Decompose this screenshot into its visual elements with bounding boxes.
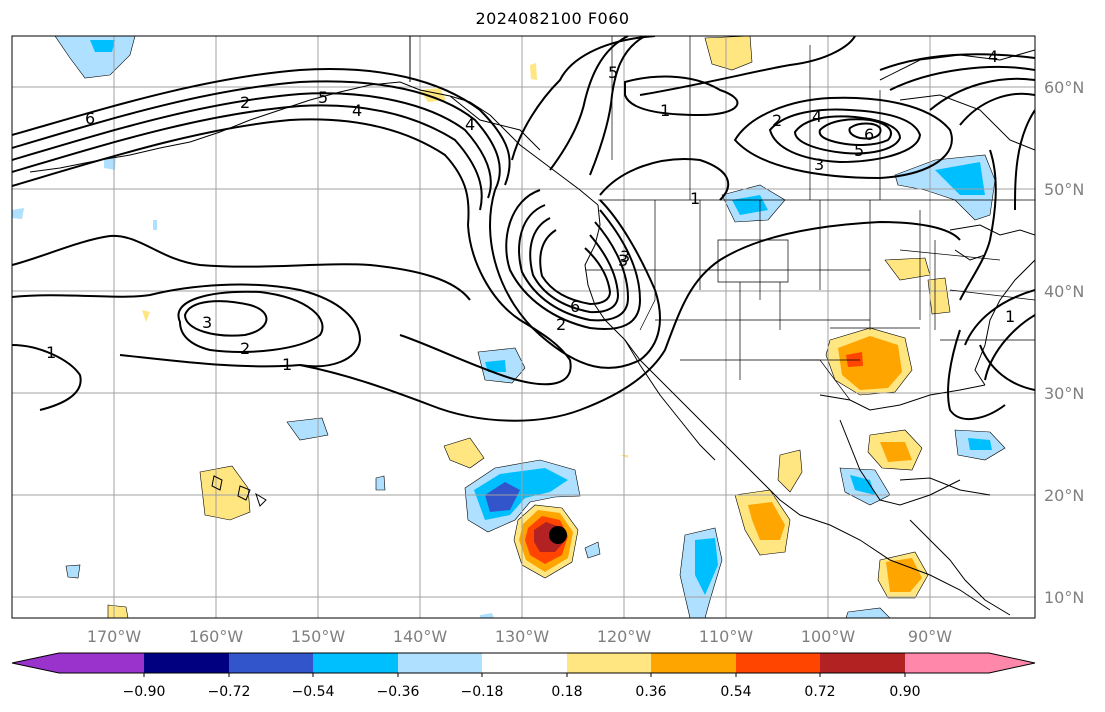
latitude-labels: 60°N 50°N 40°N 30°N 20°N 10°N — [1044, 78, 1084, 607]
contour-label: 5 — [318, 88, 328, 107]
lon-label: 150°W — [291, 627, 346, 646]
contour-label: 4 — [812, 107, 822, 126]
colorbar-segment — [229, 653, 313, 673]
contour-label: 5 — [608, 63, 618, 82]
contour-label: 6 — [864, 125, 874, 144]
colorbar-tick-label: −0.54 — [292, 684, 335, 700]
contour-label: 4 — [988, 47, 998, 66]
contour-label: 5 — [854, 141, 864, 160]
colorbar-segment — [820, 653, 905, 673]
map-title: 2024082100 F060 — [475, 9, 630, 28]
contour-label: 4 — [465, 115, 475, 134]
contour-label: 1 — [690, 189, 700, 208]
colorbar-segment — [905, 653, 989, 673]
lon-label: 130°W — [495, 627, 550, 646]
colorbar-segment — [144, 653, 229, 673]
contour-label: 3 — [814, 155, 824, 174]
contour-label: 6 — [570, 297, 580, 316]
coastlines — [29, 36, 1035, 616]
lon-label: 170°W — [87, 627, 142, 646]
contour-label: 1 — [282, 355, 292, 374]
colorbar-segment — [398, 653, 482, 673]
colorbar-extend-high — [989, 653, 1035, 673]
lat-label: 30°N — [1044, 384, 1084, 403]
colorbar-segment — [736, 653, 820, 673]
contour-label: 3 — [618, 251, 628, 270]
map-frame — [11, 35, 1036, 619]
colorbar-tick-label: 0.54 — [720, 684, 751, 700]
contour-labels: 6 5 4 3 2 1 1 2 3 1 2 3 4 5 6 6 5 4 3 2 … — [46, 47, 1015, 374]
colorbar-extend-low — [12, 653, 59, 673]
contour-label: 1 — [660, 101, 670, 120]
shaded-field — [12, 36, 1006, 618]
lat-label: 10°N — [1044, 588, 1084, 607]
lon-label: 120°W — [597, 627, 652, 646]
contour-lines — [12, 36, 1035, 422]
colorbar-segment — [567, 653, 651, 673]
longitude-labels: 170°W 160°W 150°W 140°W 130°W 120°W 110°… — [87, 627, 952, 646]
lon-label: 90°W — [908, 627, 952, 646]
colorbar-tick-label: 0.72 — [804, 684, 835, 700]
contour-label: 4 — [352, 101, 362, 120]
contour-label: 3 — [202, 313, 212, 332]
colorbar-segment — [59, 653, 144, 673]
contour-label: 1 — [46, 343, 56, 362]
colorbar-tick-label: 0.90 — [889, 684, 920, 700]
colorbar-segment — [651, 653, 736, 673]
contour-label: 2 — [772, 111, 782, 130]
colorbar-segment — [482, 653, 567, 673]
contour-label: 6 — [85, 109, 95, 128]
contour-label: 2 — [556, 315, 566, 334]
lon-label: 100°W — [801, 627, 856, 646]
colorbar-tick-label: −0.72 — [208, 684, 251, 700]
lat-label: 40°N — [1044, 282, 1084, 301]
colorbar-tick-label: −0.90 — [123, 684, 166, 700]
contour-label: 2 — [240, 93, 250, 112]
lon-label: 160°W — [189, 627, 244, 646]
graticule — [12, 36, 1035, 618]
colorbar-tick-label: −0.36 — [377, 684, 420, 700]
contour-label: 1 — [1005, 307, 1015, 326]
lat-label: 50°N — [1044, 180, 1084, 199]
colorbar-tick-label: 0.36 — [635, 684, 666, 700]
lon-label: 140°W — [393, 627, 448, 646]
storm-center-marker — [549, 526, 567, 544]
contour-label: 3 — [620, 247, 630, 266]
contour-label: 2 — [240, 339, 250, 358]
lat-label: 60°N — [1044, 78, 1084, 97]
colorbar: −0.90 −0.72 −0.54 −0.36 −0.18 0.18 0.36 … — [11, 652, 1036, 700]
colorbar-segment — [313, 653, 398, 673]
lat-label: 20°N — [1044, 486, 1084, 505]
colorbar-tick-label: 0.18 — [551, 684, 582, 700]
colorbar-tick-label: −0.18 — [461, 684, 504, 700]
lon-label: 110°W — [699, 627, 754, 646]
